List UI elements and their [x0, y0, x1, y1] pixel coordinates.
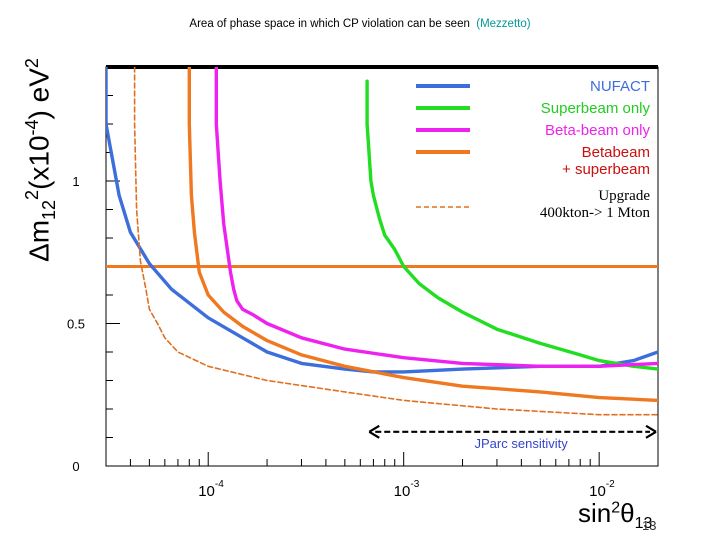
- legend-label-4: Upgrade 400kton-> 1 Mton: [540, 188, 650, 222]
- x-tick-label: 10-4: [198, 479, 224, 500]
- legend-label-line1: Beta-beam only: [544, 122, 650, 139]
- y-tick-label: 1: [72, 174, 79, 189]
- series-line-4: [133, 67, 658, 416]
- x-axis-label: sin2θ13: [578, 498, 653, 533]
- series-line-1: [365, 79, 658, 371]
- series-line-2: [214, 67, 658, 368]
- legend-label-3: Betabeam + superbeam: [562, 144, 650, 178]
- y-tick-label: 0: [72, 459, 79, 474]
- series-line-3: [187, 67, 658, 403]
- legend-label-1: Superbeam only: [541, 100, 650, 117]
- chart-title-main: Area of phase space in which CP violatio…: [189, 18, 470, 30]
- legend-label-line2: + superbeam: [562, 161, 650, 178]
- jparc-label: JParc sensitivity: [475, 436, 569, 451]
- x-tick-label: 10-3: [394, 479, 420, 500]
- jparc-arrow-right-head: [645, 424, 657, 439]
- legend-label-0: NUFACT: [590, 78, 650, 95]
- chart-title: Area of phase space in which CP violatio…: [0, 18, 720, 30]
- legend-label-line1: NUFACT: [590, 78, 650, 95]
- chart-title-author: (Mezzetto): [476, 18, 531, 30]
- x-tick-label: 10-2: [589, 479, 615, 500]
- y-axis-label: Δm122(x10-4) eV2: [22, 58, 59, 262]
- jparc-arrow-left-head: [368, 424, 380, 439]
- y-tick-label: 0.5: [67, 317, 85, 332]
- legend-label-line1: Upgrade: [598, 188, 650, 204]
- legend-label-line1: Betabeam: [581, 144, 650, 161]
- legend-label-line1: Superbeam only: [540, 100, 650, 117]
- legend-label-line2: 400kton-> 1 Mton: [539, 205, 650, 221]
- legend-label-2: Beta-beam only: [545, 122, 650, 139]
- page-number: 13: [642, 518, 657, 533]
